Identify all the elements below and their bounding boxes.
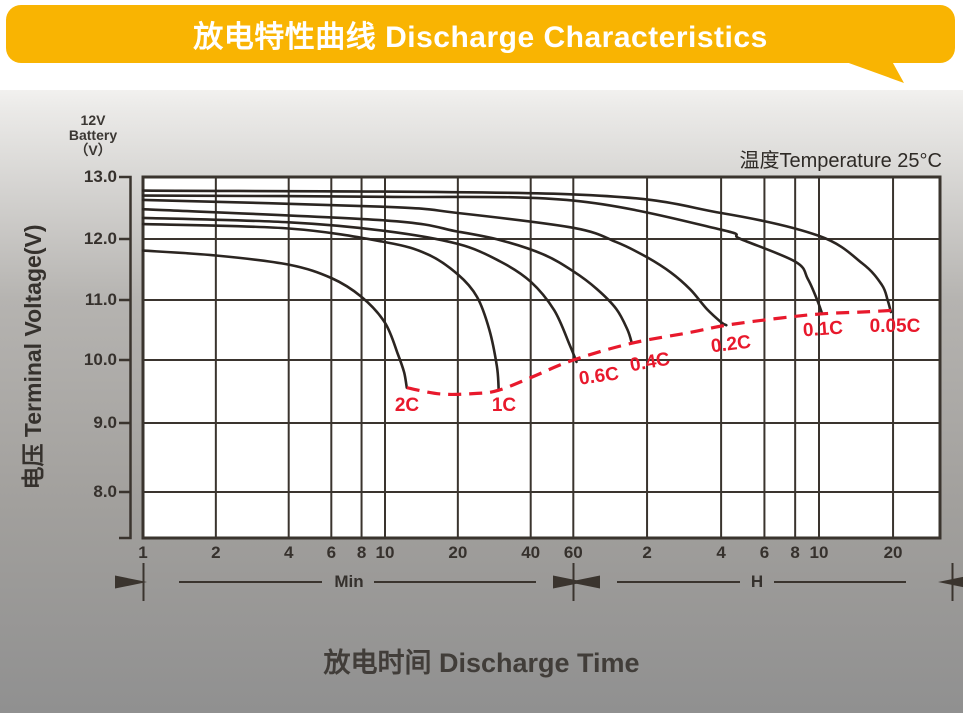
- curve-0.1C: [141, 194, 824, 316]
- temperature-label: 温度Temperature 25°C: [739, 150, 942, 172]
- curve-0.2C: [141, 198, 728, 327]
- x-tick-label-min-10: 10: [375, 543, 395, 562]
- hour-arrowhead-right: [938, 576, 963, 588]
- x-tick-label-min-60: 60: [563, 543, 583, 562]
- x-tick-label-hour-10: 10: [809, 543, 829, 562]
- y-tick-label-9.0: 9.0: [93, 413, 117, 432]
- plot-border: [141, 175, 942, 540]
- x-tick-label-hour-2: 2: [642, 543, 652, 562]
- x-tick-label-min-8: 8: [356, 543, 367, 562]
- plot-area: [143, 177, 940, 538]
- curve-0.6C: [141, 216, 578, 364]
- y-axis-bracket: [119, 175, 132, 540]
- y-tick-label-8.0: 8.0: [93, 482, 117, 501]
- x-tick-label-hour-4: 4: [716, 543, 726, 562]
- curve-label-1C: 1C: [491, 395, 517, 416]
- battery-type-label: 12V Battery （V）: [57, 113, 129, 158]
- battery-voltage: 12V: [80, 112, 106, 128]
- curve-1C: [141, 222, 500, 392]
- y-tick-label-10.0: 10.0: [83, 350, 117, 369]
- x-tick-label-hour-20: 20: [883, 543, 903, 562]
- min-arrowhead-left: [115, 575, 147, 589]
- x-tick-label-min-40: 40: [521, 543, 541, 562]
- battery-unit: （V）: [74, 142, 112, 158]
- page-title: 放电特性曲线 Discharge Characteristics: [193, 21, 768, 54]
- x-tick-label-min-20: 20: [448, 543, 468, 562]
- y-axis-title: 电压 Terminal Voltage(V): [20, 224, 46, 490]
- x-tick-label-hour-8: 8: [790, 543, 800, 562]
- battery-word: Battery: [68, 127, 118, 143]
- title-banner: 放电特性曲线 Discharge Characteristics: [6, 5, 955, 63]
- x-tick-label-min-6: 6: [326, 543, 337, 562]
- minutes-unit-label: Min: [334, 572, 364, 591]
- y-tick-label-13.0: 13.0: [83, 167, 117, 186]
- x-tick-label-min-4: 4: [283, 543, 294, 562]
- hour-arrowhead-left: [553, 575, 585, 589]
- curve-label-2C: 2C: [394, 395, 420, 416]
- curve-0.05C: [141, 189, 893, 314]
- end-voltage-curve: [406, 308, 896, 397]
- y-tick-label-11.0: 11.0: [84, 290, 117, 309]
- curve-0.4C: [141, 207, 634, 345]
- x-tick-label-hour-6: 6: [759, 543, 770, 562]
- x-axis-title: 放电时间 Discharge Time: [323, 648, 640, 678]
- curve-label-0.05C: 0.05C: [869, 316, 921, 337]
- x-tick-label-min-1: 1: [138, 543, 148, 562]
- curve-2C: [141, 249, 409, 389]
- y-tick-label-12.0: 12.0: [83, 229, 117, 248]
- x-tick-label-min-2: 2: [211, 543, 221, 562]
- curve-label-0.1C: 0.1C: [802, 317, 844, 342]
- hours-unit-label: H: [750, 572, 764, 591]
